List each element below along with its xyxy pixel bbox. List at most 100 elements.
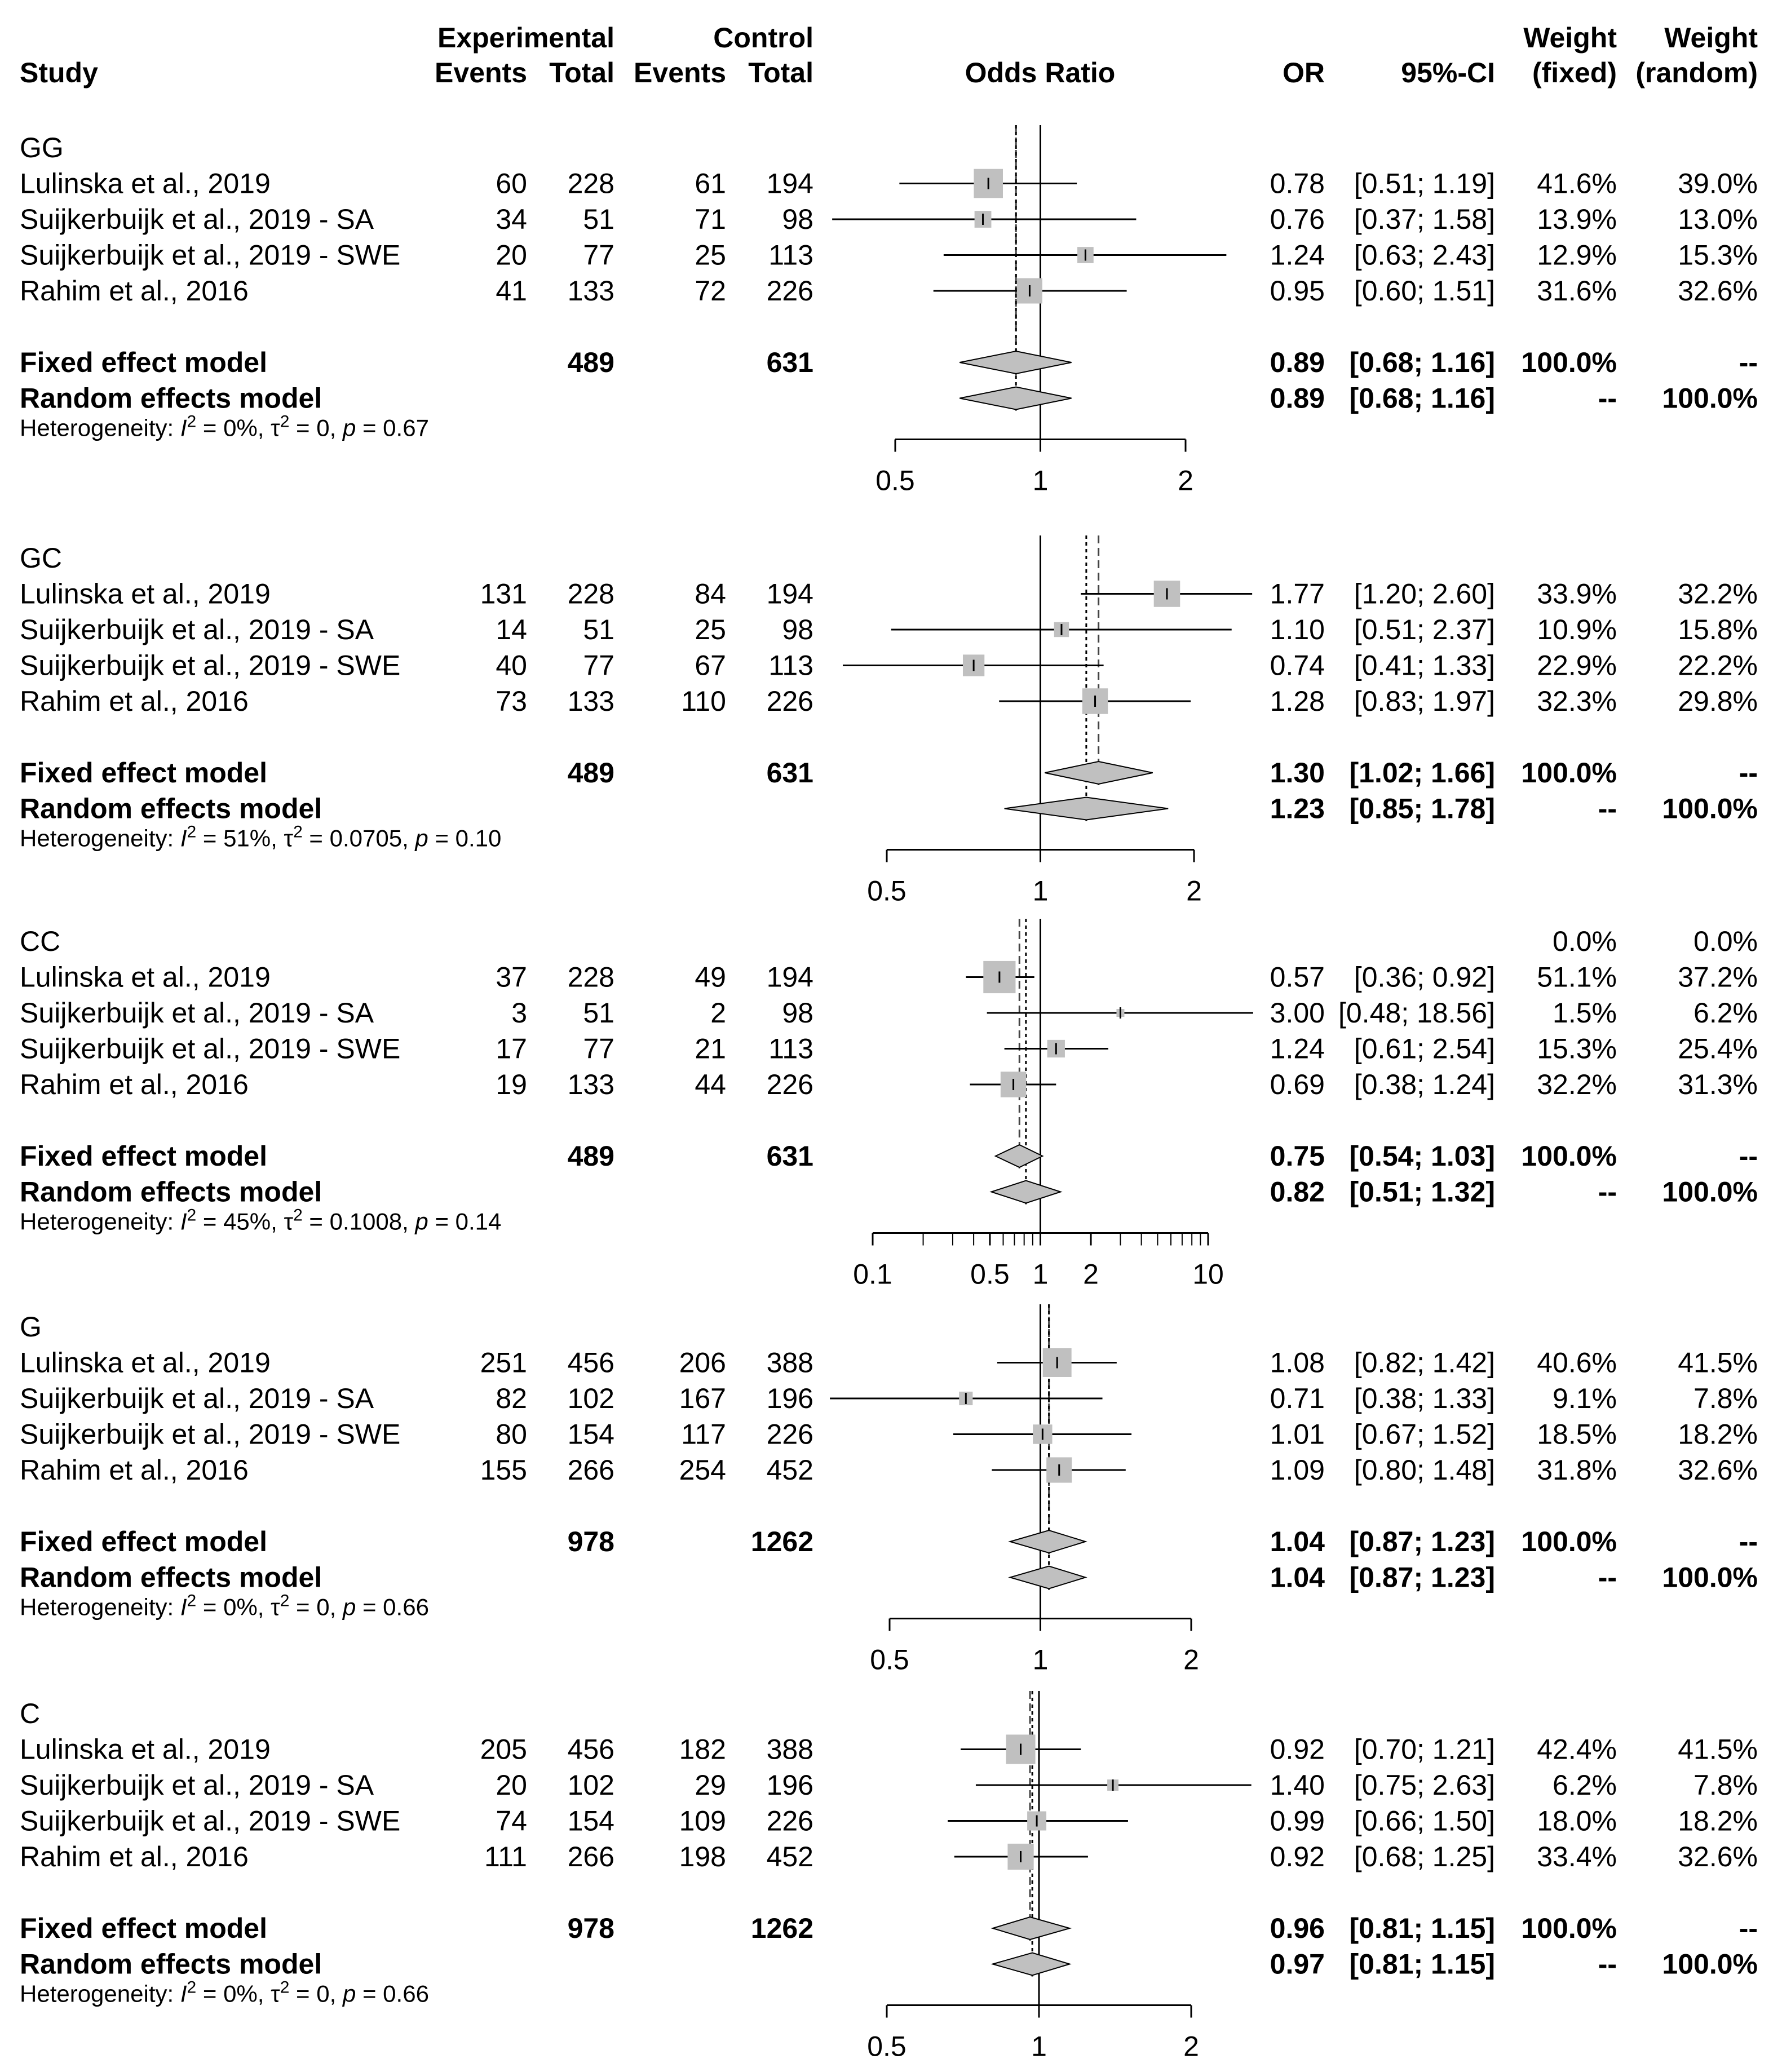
axis-tick-label: 0.5 [867,875,907,907]
or-value: 1.04 [1270,1526,1325,1557]
weight-fixed-value: 31.8% [1537,1454,1617,1486]
ctl-events: 25 [695,240,726,271]
weight-random-value: 32.2% [1678,578,1758,610]
study-name: Lulinska et al., 2019 [20,1347,271,1379]
or-value: 1.08 [1270,1347,1325,1379]
ctl-events: 49 [695,962,726,993]
ci-value: [0.68; 1.16] [1350,347,1495,378]
or-value: 0.75 [1270,1140,1325,1172]
or-value: 3.00 [1270,997,1325,1029]
weight-fixed-value: 18.5% [1537,1419,1617,1450]
header-ctl-total: Total [748,57,813,88]
weight-random-value: 32.6% [1678,1841,1758,1872]
weight-random-value: -- [1739,1526,1758,1557]
exp-total: 77 [583,240,614,271]
axis-tick-label: 2 [1183,1644,1199,1676]
ci-value: [1.02; 1.66] [1350,757,1495,789]
weight-fixed-value: -- [1598,383,1617,414]
ctl-total: 98 [782,614,813,645]
weight-fixed-value: 40.6% [1537,1347,1617,1379]
exp-events: 34 [496,203,527,235]
exp-events: 3 [511,997,527,1029]
axis-tick-label: 0.5 [875,465,915,497]
ci-value: [0.67; 1.52] [1354,1419,1495,1450]
study-row: Suijkerbuijk et al., 2019 - SA 20 102 29 196… [20,1769,1758,1801]
weight-fixed-value: 18.0% [1537,1805,1617,1837]
weight-random-value: 22.2% [1678,650,1758,681]
fixed-effect-diamond [994,1144,1044,1168]
axis-tick-label: 1 [1033,1259,1049,1290]
ci-value: [0.63; 2.43] [1354,240,1495,271]
random-effects-diamond [959,386,1072,410]
ci-value: [0.36; 0.92] [1354,962,1495,993]
study-name: Lulinska et al., 2019 [20,962,271,993]
ctl-total: 226 [767,685,813,717]
ci-value: [0.51; 1.32] [1350,1176,1495,1208]
heterogeneity-text: Heterogeneity: I2 = 51%, τ2 = 0.0705, p … [20,822,501,852]
fixed-effect-diamond [959,350,1072,375]
exp-total: 77 [583,1033,614,1065]
exp-total: 266 [568,1841,614,1872]
fixed-effect-row: Fixed effect model 978 1262 1.04 [0.87; 1.23… [20,1526,1758,1557]
study-row: Suijkerbuijk et al., 2019 - SA 3 51 2 98 3.00… [20,997,1758,1029]
or-value: 0.95 [1270,275,1325,307]
exp-events: 155 [480,1454,527,1486]
ctl-total: 388 [767,1347,813,1379]
random-effects-diamond [1008,1565,1087,1590]
ctl-total: 226 [767,1419,813,1450]
or-value: 1.01 [1270,1419,1325,1450]
ctl-total: 113 [768,1033,813,1065]
ctl-total: 194 [767,962,813,993]
weight-fixed-value: 42.4% [1537,1734,1617,1765]
ctl-events: 254 [679,1454,726,1486]
weight-random-value: 6.2% [1693,997,1758,1029]
weight-random-value: 32.6% [1678,275,1758,307]
exp-total: 77 [583,650,614,681]
exp-total: 456 [568,1734,614,1765]
ctl-total: 388 [767,1734,813,1765]
exp-total: 51 [583,614,614,645]
random-effects-diamond [989,1180,1063,1204]
ctl-total: 631 [767,1140,813,1172]
weight-random-value: -- [1739,757,1758,789]
study-row: Suijkerbuijk et al., 2019 - SA 82 102 167 19… [20,1383,1758,1414]
fixed-effect-label: Fixed effect model [20,1526,267,1557]
study-row: Rahim et al., 2016 111 266 198 452 0.92 [0.68;… [20,1841,1758,1872]
weight-random-value: 41.5% [1678,1734,1758,1765]
weight-fixed-value: 13.9% [1537,203,1617,235]
or-value: 0.92 [1270,1734,1325,1765]
ci-value: [0.48; 18.56] [1338,997,1495,1029]
exp-total: 154 [568,1419,614,1450]
study-row: Suijkerbuijk et al., 2019 - SWE 40 77 67 113… [20,650,1758,681]
axis-tick-label: 1 [1033,875,1049,907]
exp-total: 51 [583,997,614,1029]
ci-value: [0.66; 1.50] [1354,1805,1495,1837]
fixed-effect-diamond [1045,760,1153,785]
ctl-total: 226 [767,1805,813,1837]
ci-value: [0.51; 1.19] [1354,168,1495,200]
study-name: Suijkerbuijk et al., 2019 - SA [20,203,374,235]
x-axis: 0.5 1 2 [875,439,1193,497]
random-effects-row: Random effects model 0.82 [0.51; 1.32] -- 10… [20,1176,1758,1208]
heterogeneity-text: Heterogeneity: I2 = 0%, τ2 = 0, p = 0.66 [20,1978,429,2007]
or-value: 1.09 [1270,1454,1325,1486]
ci-value: [0.68; 1.25] [1354,1841,1495,1872]
exp-total: 489 [568,1140,614,1172]
random-effects-label: Random effects model [20,1562,322,1593]
exp-total: 266 [568,1454,614,1486]
column-header: Study Experimental Events Total Control … [20,22,1758,88]
ctl-events: 25 [695,614,726,645]
weight-random-value: 100.0% [1662,1949,1758,1980]
weight-fixed-value: 100.0% [1521,1526,1617,1557]
ctl-events: 21 [695,1033,726,1065]
header-study: Study [20,57,98,88]
subgroup-label: GG [20,132,64,163]
fixed-effect-label: Fixed effect model [20,1140,267,1172]
axis-tick-label: 1 [1033,1644,1049,1676]
weight-fixed-value: 6.2% [1553,1769,1617,1801]
ci-value: [0.61; 2.54] [1354,1033,1495,1065]
study-name: Suijkerbuijk et al., 2019 - SWE [20,650,400,681]
ci-value: [0.38; 1.24] [1354,1069,1495,1100]
ctl-total: 226 [767,1069,813,1100]
ctl-total: 1262 [751,1526,813,1557]
